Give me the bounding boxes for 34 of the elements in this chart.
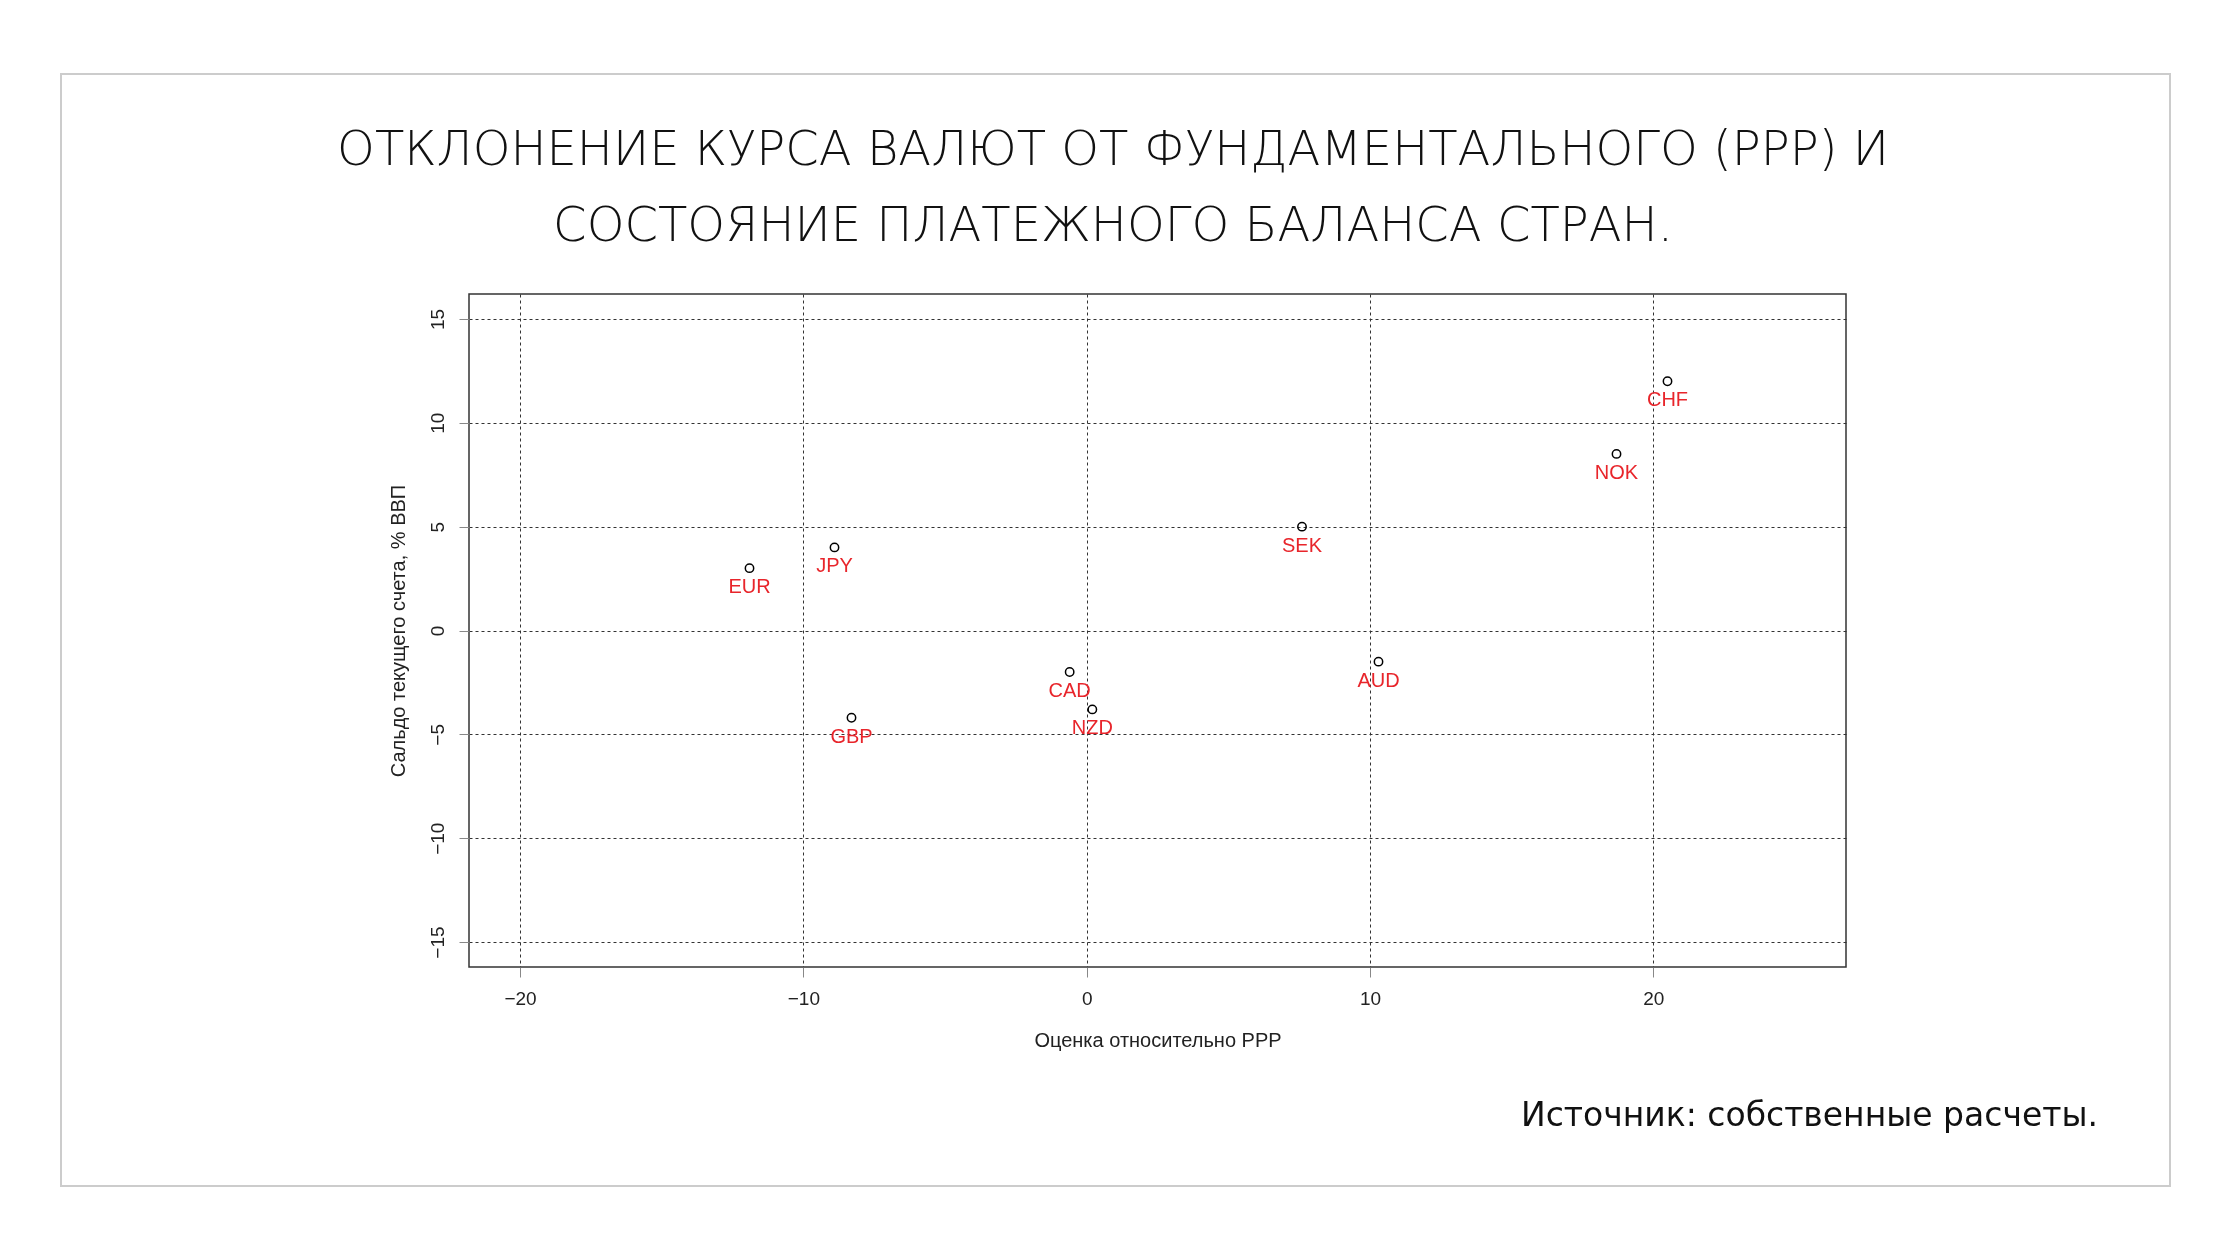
annotation: NOK	[1594, 460, 1639, 483]
point	[846, 712, 857, 723]
point	[1373, 656, 1384, 667]
point	[1087, 704, 1098, 715]
y-tick-label: 10	[426, 412, 448, 434]
point	[744, 563, 755, 574]
annotation: EUR	[728, 575, 771, 598]
y-tick-label: −5	[426, 724, 448, 746]
text: Источник: собственные расчеты.	[1521, 1095, 2098, 1134]
y-tick-label: 0	[426, 625, 448, 637]
x-tick-label: −20	[504, 987, 537, 1009]
x-tick-label: 10	[1359, 987, 1382, 1009]
y-tick-label: 5	[426, 521, 448, 533]
x-tick-label: −10	[787, 987, 820, 1009]
x-axis-title: Оценка относительно PPP	[1034, 1028, 1282, 1051]
annotation: NZD	[1071, 716, 1113, 739]
point	[1662, 376, 1673, 387]
point	[829, 542, 840, 553]
y-tick-label: −15	[426, 926, 448, 959]
annotation: SEK	[1281, 533, 1323, 556]
chart-title: ОТКЛОНЕНИЕ КУРСА ВАЛЮТ ОТ ФУНДАМЕНТАЛЬНОГО (PPP) И СОСТОЯНИЕ ПЛАТЕЖНОГО БАЛАНСА СТРАН.	[336, 119, 1890, 254]
point	[1064, 667, 1075, 677]
annotation: JPY	[816, 554, 853, 577]
point	[1611, 449, 1622, 459]
x-tick-label: 0	[1081, 987, 1093, 1009]
annotation: CAD	[1048, 679, 1091, 702]
annotation: AUD	[1357, 668, 1400, 691]
annotation: CHF	[1646, 388, 1689, 411]
y-axis-title: Сальдо текущего счета, % ВВП	[386, 484, 409, 778]
y-tick-label: 15	[426, 308, 448, 330]
y-tick-label: −10	[426, 822, 448, 855]
annotation: GBP	[830, 724, 873, 747]
point	[1297, 521, 1307, 532]
x-tick-label: 20	[1643, 987, 1665, 1009]
